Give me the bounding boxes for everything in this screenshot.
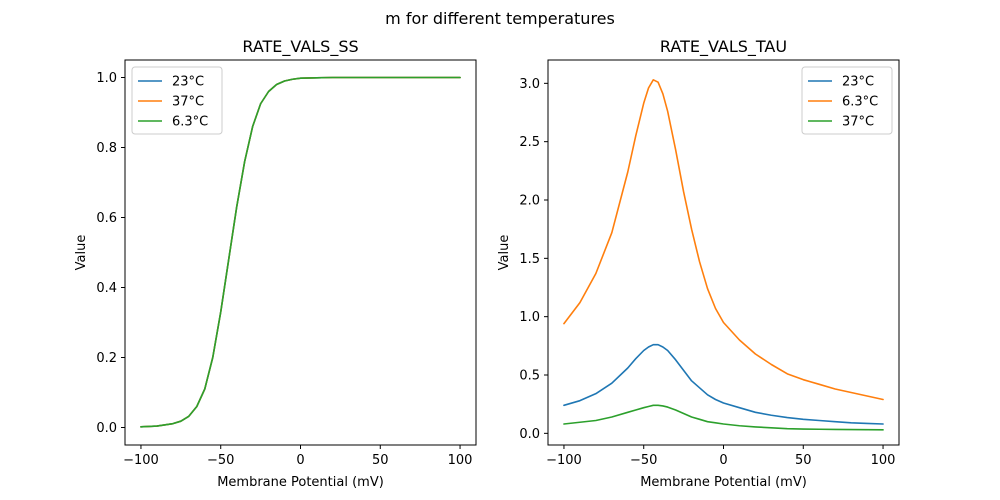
legend-label: 23°C <box>842 75 874 90</box>
series-line-1 <box>563 79 884 401</box>
subplot-right-ticks: −100 −50 0 50 100 0.0 0.5 1.0 1.5 2.0 2.5 3.0 <box>519 77 895 468</box>
subplot-left-ylabel: Value <box>74 235 89 271</box>
xtick-label: 100 <box>448 453 473 468</box>
xtick-label: −100 <box>546 453 582 468</box>
ytick-label: 0.8 <box>96 141 117 156</box>
xtick-label: −50 <box>207 453 234 468</box>
subplot-left-legend: 23°C 37°C 6.3°C <box>131 66 223 135</box>
legend-label: 6.3°C <box>172 115 208 130</box>
subplot-right: RATE_VALS_TAU Membrane Potential (mV) Va… <box>497 37 900 490</box>
xtick-label: −100 <box>123 453 159 468</box>
xtick-label: 100 <box>871 453 896 468</box>
ytick-label: 1.0 <box>519 310 540 325</box>
xtick-label: 50 <box>372 453 389 468</box>
subplot-left-xlabel: Membrane Potential (mV) <box>217 475 384 490</box>
series-line-2 <box>563 404 884 431</box>
ytick-label: 0.0 <box>96 421 117 436</box>
xtick-label: 50 <box>795 453 812 468</box>
subplot-right-series <box>563 79 884 431</box>
ytick-label: 0.6 <box>96 211 117 226</box>
series-line-0 <box>563 343 884 425</box>
legend-label: 37°C <box>172 95 204 110</box>
ytick-label: 2.0 <box>519 194 540 209</box>
ytick-label: 0.5 <box>519 369 540 384</box>
legend-box <box>801 66 893 135</box>
legend-label: 6.3°C <box>842 95 878 110</box>
subplot-left: RATE_VALS_SS Membrane Potential (mV) Val… <box>74 37 477 490</box>
xtick-label: −50 <box>630 453 657 468</box>
subplot-left-ticks: −100 −50 0 50 100 0.0 0.2 0.4 0.6 0.8 1.0 <box>96 71 472 468</box>
ytick-label: 0.2 <box>96 351 117 366</box>
ytick-label: 0.0 <box>519 427 540 442</box>
ytick-label: 0.4 <box>96 281 117 296</box>
subplot-right-xlabel: Membrane Potential (mV) <box>640 475 807 490</box>
subplot-left-title: RATE_VALS_SS <box>242 37 358 57</box>
legend-label: 37°C <box>842 115 874 130</box>
ytick-label: 2.5 <box>519 135 540 150</box>
figure-suptitle: m for different temperatures <box>385 9 615 28</box>
subplot-left-series <box>140 76 461 428</box>
series-line-2 <box>140 76 461 428</box>
xtick-label: 0 <box>296 453 304 468</box>
subplot-right-title: RATE_VALS_TAU <box>660 37 787 57</box>
subplot-right-legend: 23°C 6.3°C 37°C <box>801 66 893 135</box>
subplot-right-ylabel: Value <box>497 235 512 271</box>
ytick-label: 1.0 <box>96 71 117 86</box>
legend-label: 23°C <box>172 75 204 90</box>
legend-box <box>131 66 223 135</box>
ytick-label: 1.5 <box>519 252 540 267</box>
xtick-label: 0 <box>719 453 727 468</box>
ytick-label: 3.0 <box>519 77 540 92</box>
